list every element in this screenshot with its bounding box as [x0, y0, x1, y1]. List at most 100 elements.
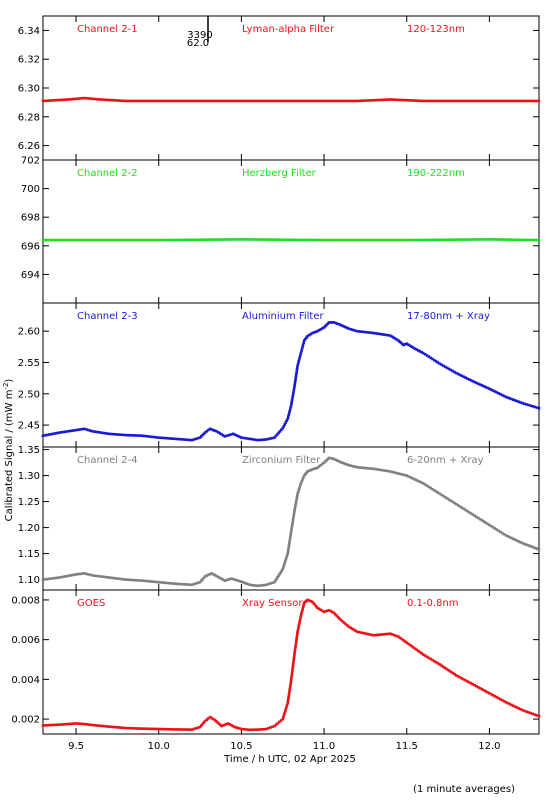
- data-point: [527, 403, 530, 407]
- data-point: [270, 238, 274, 241]
- data-point: [413, 347, 417, 351]
- data-point: [132, 578, 136, 582]
- data-point: [221, 578, 225, 582]
- data-point: [415, 348, 418, 351]
- data-point: [302, 476, 305, 479]
- data-point: [187, 99, 191, 103]
- data-point: [134, 434, 138, 437]
- data-point: [83, 96, 86, 100]
- data-point: [384, 469, 388, 473]
- data-point: [525, 403, 528, 406]
- data-point: [294, 504, 297, 508]
- data-point: [445, 667, 448, 671]
- data-point: [72, 97, 76, 101]
- data-point: [506, 396, 510, 399]
- data-point: [473, 684, 477, 687]
- data-point: [244, 436, 247, 440]
- data-point: [291, 665, 295, 668]
- data-point: [295, 372, 298, 375]
- data-point: [198, 725, 202, 729]
- data-point: [464, 376, 467, 379]
- data-point: [317, 607, 321, 611]
- data-point: [335, 238, 339, 242]
- data-point: [58, 238, 62, 242]
- data-point: [378, 332, 382, 336]
- data-point: [279, 99, 282, 103]
- data-point: [209, 99, 213, 103]
- data-point: [460, 506, 464, 509]
- data-point: [293, 386, 296, 389]
- data-point: [326, 609, 329, 613]
- data-point: [196, 436, 200, 440]
- data-point: [62, 430, 65, 434]
- data-point: [262, 438, 266, 441]
- data-point: [296, 632, 299, 636]
- data-point: [493, 694, 497, 698]
- data-point: [453, 99, 457, 103]
- data-point: [273, 724, 276, 728]
- data-point: [464, 679, 467, 682]
- data-point: [292, 512, 296, 516]
- data-point: [466, 99, 470, 103]
- data-point: [281, 567, 285, 571]
- data-point: [382, 98, 386, 102]
- panel-filter-label: Herzberg Filter: [242, 168, 317, 179]
- data-point: [361, 238, 365, 242]
- data-point: [497, 696, 500, 700]
- data-point: [422, 238, 426, 242]
- data-point: [524, 238, 528, 242]
- data-point: [344, 622, 347, 626]
- data-point: [134, 727, 138, 730]
- data-point: [47, 723, 51, 727]
- data-point: [359, 99, 363, 103]
- data-point: [170, 99, 174, 103]
- panel-channel-label: Channel 2-2: [77, 168, 138, 179]
- data-point: [434, 490, 438, 493]
- data-point: [405, 474, 409, 477]
- data-point: [97, 98, 101, 101]
- data-point: [101, 724, 105, 728]
- data-point: [301, 607, 305, 610]
- data-point: [374, 633, 378, 637]
- data-point: [429, 486, 432, 490]
- data-point: [289, 535, 292, 539]
- data-point: [165, 436, 169, 440]
- x-tick-label: 10.0: [148, 741, 170, 752]
- data-point: [355, 465, 359, 469]
- data-point: [484, 521, 488, 524]
- data-point: [118, 726, 121, 729]
- data-point: [76, 722, 80, 725]
- data-point: [390, 633, 394, 636]
- y-tick-label: 700: [21, 184, 40, 195]
- data-point: [342, 621, 346, 624]
- data-point: [289, 684, 292, 687]
- data-point: [68, 429, 72, 433]
- data-point: [489, 692, 493, 696]
- x-tick-label: 9.5: [68, 741, 84, 752]
- y-tick-label: 6.30: [18, 84, 40, 95]
- data-point: [111, 432, 115, 436]
- data-point: [176, 582, 179, 586]
- data-point: [192, 238, 195, 242]
- data-point: [290, 400, 294, 404]
- data-point: [71, 238, 75, 242]
- data-point: [80, 238, 84, 242]
- data-point: [316, 466, 319, 470]
- data-point: [65, 238, 69, 242]
- data-point: [46, 238, 49, 242]
- data-point: [161, 99, 165, 103]
- data-point: [192, 99, 195, 103]
- data-point: [473, 514, 477, 518]
- data-point: [517, 540, 521, 543]
- data-point: [185, 238, 189, 242]
- data-point: [163, 238, 167, 242]
- data-point: [290, 527, 293, 530]
- data-point: [261, 99, 265, 103]
- data-point: [311, 238, 315, 242]
- data-point: [395, 98, 398, 102]
- data-point: [172, 238, 176, 242]
- data-point: [233, 99, 237, 103]
- data-point: [254, 438, 258, 442]
- data-point: [259, 238, 263, 241]
- data-point: [120, 433, 123, 437]
